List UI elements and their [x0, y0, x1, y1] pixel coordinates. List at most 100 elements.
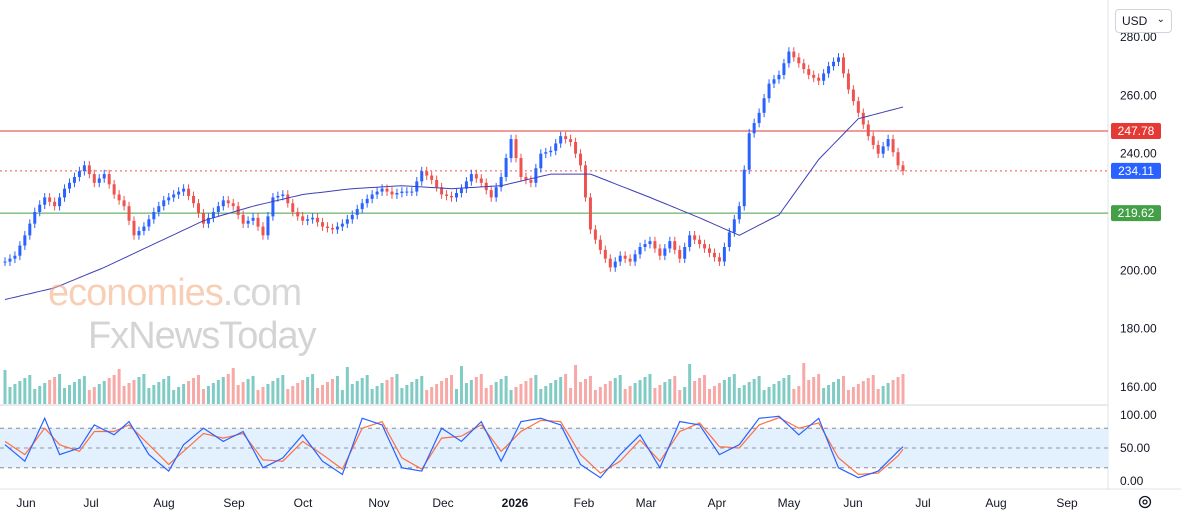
- candle-body: [281, 194, 285, 196]
- candle-body: [72, 177, 76, 183]
- volume-bar: [787, 375, 791, 404]
- volume-bar: [276, 378, 280, 404]
- volume-bar: [777, 381, 781, 404]
- candle-body: [216, 206, 220, 212]
- candle-body: [762, 98, 766, 113]
- candle-body: [613, 261, 617, 268]
- volume-bar: [703, 375, 707, 404]
- candle-body: [390, 191, 394, 195]
- candle-body: [514, 139, 518, 159]
- candle-body: [360, 203, 364, 210]
- volume-bar: [509, 390, 513, 404]
- time-tick-label: Oct: [294, 496, 313, 510]
- volume-bar: [544, 386, 548, 404]
- volume-bar: [63, 388, 67, 404]
- volume-bar: [623, 389, 627, 404]
- candle-body: [569, 139, 573, 142]
- watermark-economies: economies.com: [48, 272, 302, 315]
- volume-bar: [117, 369, 121, 404]
- volume-bar: [172, 390, 176, 404]
- volume-bar: [390, 377, 394, 404]
- candle-body: [896, 152, 900, 166]
- candle-body: [663, 248, 667, 256]
- settings-gear-icon[interactable]: [1137, 494, 1153, 510]
- volume-bar: [698, 378, 702, 404]
- volume-bar: [122, 386, 126, 404]
- candle-body: [623, 255, 627, 259]
- candle-body: [122, 200, 126, 207]
- volume-bar: [817, 374, 821, 404]
- stoch-tick-label: 100.00: [1120, 408, 1157, 422]
- volume-bar: [554, 380, 558, 404]
- volume-bar: [380, 383, 384, 404]
- candle-body: [529, 179, 533, 183]
- candle-body: [365, 198, 369, 204]
- candle-body: [132, 220, 136, 236]
- volume-bar: [643, 377, 647, 404]
- volume-bar: [807, 380, 811, 404]
- candle-body: [851, 89, 855, 102]
- candle-body: [58, 197, 62, 207]
- chevron-down-icon: ⌄: [1156, 14, 1165, 25]
- candle-body: [226, 200, 230, 204]
- candle-body: [841, 57, 845, 74]
- currency-select[interactable]: USD ⌄: [1115, 9, 1172, 33]
- volume-bar: [668, 379, 672, 404]
- candle-body: [866, 124, 870, 137]
- volume-bar: [137, 377, 141, 404]
- candle-body: [266, 216, 270, 236]
- volume-bar: [688, 364, 692, 404]
- candle-body: [246, 220, 250, 224]
- volume-bar: [72, 382, 76, 404]
- candle-body: [474, 174, 478, 179]
- candle-body: [23, 235, 27, 246]
- candle-body: [678, 249, 682, 259]
- candle-body: [301, 216, 305, 221]
- stoch-tick-label: 0.00: [1120, 474, 1144, 488]
- level-label-support: 219.62: [1118, 206, 1155, 220]
- volume-bar: [832, 382, 836, 404]
- candle-body: [385, 188, 389, 192]
- candle-body: [767, 83, 771, 99]
- candle-body: [142, 226, 146, 231]
- volume-bar: [53, 377, 57, 404]
- volume-bar: [474, 377, 478, 404]
- volume-bar: [321, 385, 325, 404]
- volume-bar: [405, 385, 409, 404]
- volume-bar: [355, 381, 359, 404]
- volume-bar: [752, 379, 756, 404]
- volume-bar: [107, 378, 111, 404]
- candle-body: [807, 69, 811, 75]
- candle-body: [177, 191, 181, 195]
- candle-body: [97, 178, 101, 183]
- candle-body: [861, 112, 865, 125]
- volume-bar: [797, 386, 801, 404]
- candle-body: [717, 257, 721, 262]
- volume-bar: [3, 370, 7, 404]
- candle-body: [588, 197, 592, 230]
- volume-bar: [291, 386, 295, 404]
- time-tick-label: Jul: [83, 496, 98, 510]
- candle-body: [63, 188, 67, 198]
- candle-body: [420, 171, 424, 182]
- candle-body: [688, 235, 692, 247]
- candle-body: [832, 61, 836, 67]
- volume-bar: [266, 384, 270, 404]
- volume-bar: [67, 385, 71, 404]
- volume-bar: [737, 388, 741, 404]
- candle-body: [737, 206, 741, 220]
- volume-bar: [901, 374, 905, 404]
- volume-bar: [385, 380, 389, 404]
- volume-bar: [772, 384, 776, 404]
- candle-body: [53, 201, 57, 207]
- candle-body: [395, 193, 399, 195]
- volume-bar: [330, 379, 334, 404]
- volume-bar: [365, 375, 369, 404]
- watermark-suffix: .com: [222, 272, 302, 314]
- candle-body: [827, 66, 831, 74]
- volume-bar: [727, 377, 731, 404]
- level-label-last: 234.11: [1118, 164, 1154, 178]
- volume-bar: [112, 375, 116, 404]
